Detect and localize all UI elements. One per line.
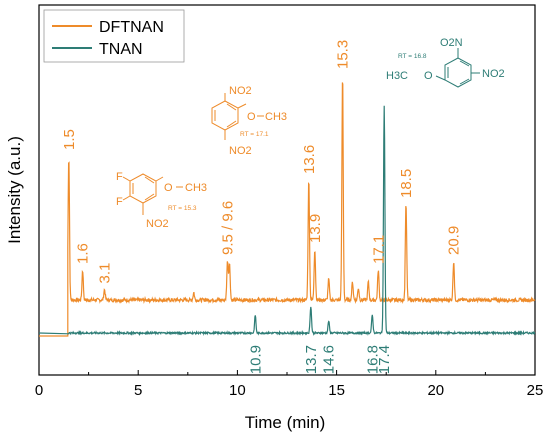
- x-tick-label: 5: [134, 382, 142, 399]
- mid-no2-bottom: NO2: [229, 145, 252, 157]
- peak-labels: 1.5 1.6 3.1 9.5 / 9.6 13.6 13.9 15.3 17.1 18.5 20…: [61, 40, 463, 374]
- x-tick-label: 10: [229, 382, 246, 399]
- x-tick-label: 20: [427, 382, 444, 399]
- series-line-tnan: [38, 105, 536, 337]
- tnan-o: O: [424, 70, 433, 82]
- dftnan-ch3: CH3: [185, 182, 207, 194]
- peak-label: 16.8: [364, 345, 381, 374]
- dftnan-no2: NO2: [146, 218, 169, 230]
- peak-label: 10.9: [247, 345, 264, 374]
- peak-label: 14.6: [321, 345, 338, 374]
- tnan-o2n: O2N: [440, 37, 463, 49]
- structure-dftnan: [122, 173, 183, 215]
- structure-tnan: [435, 48, 480, 88]
- legend-label-tnan: TNAN: [99, 41, 143, 58]
- peak-label: 1.6: [75, 243, 92, 264]
- peak-label: 17.1: [370, 235, 387, 264]
- y-axis-label: Intensity (a.u.): [5, 136, 24, 244]
- series-line-dftnan: [39, 82, 536, 337]
- tnan-rt: RT = 16.8: [398, 53, 427, 60]
- dftnan-o: O: [164, 182, 173, 194]
- peak-label: 1.5: [61, 129, 78, 150]
- tnan-h3c: H3C: [386, 70, 408, 82]
- peak-label: 13.9: [307, 214, 324, 243]
- peak-label: 9.5 / 9.6: [220, 201, 237, 255]
- x-axis-ticks: 0 5 10 15 20 25: [35, 370, 544, 399]
- dftnan-rt: RT = 15.3: [168, 205, 197, 212]
- mid-no2-top: NO2: [229, 85, 252, 97]
- x-axis-label: Time (min): [245, 413, 326, 432]
- peak-label: 13.6: [301, 145, 318, 174]
- dftnan-f-bottom: F: [116, 196, 123, 208]
- structure-tnan-labels: O2N H3C O NO2 RT = 16.8: [386, 37, 505, 82]
- legend: DFTNAN TNAN: [43, 9, 185, 63]
- legend-label-dftnan: DFTNAN: [99, 19, 164, 36]
- dftnan-f-top: F: [116, 171, 123, 183]
- peak-label: 20.9: [446, 226, 463, 255]
- structure-mid-labels: NO2 O CH3 NO2 RT = 17.1: [229, 85, 287, 157]
- peak-label: 13.7: [303, 345, 320, 374]
- mid-rt: RT = 17.1: [240, 131, 269, 138]
- peak-label: 17.4: [376, 345, 393, 374]
- x-tick-label: 0: [35, 382, 43, 399]
- legend-box: [43, 9, 185, 63]
- mid-ch3: CH3: [265, 111, 287, 123]
- mid-o: O: [247, 111, 256, 123]
- x-tick-label: 15: [328, 382, 345, 399]
- structure-dftnan-labels: F F NO2 O CH3 RT = 15.3: [116, 171, 207, 230]
- peak-label: 18.5: [398, 169, 415, 198]
- tnan-no2: NO2: [482, 68, 505, 80]
- peak-label: 3.1: [97, 263, 114, 284]
- structure-mid: [211, 93, 264, 140]
- x-tick-label: 25: [527, 382, 544, 399]
- peak-label: 15.3: [335, 40, 352, 69]
